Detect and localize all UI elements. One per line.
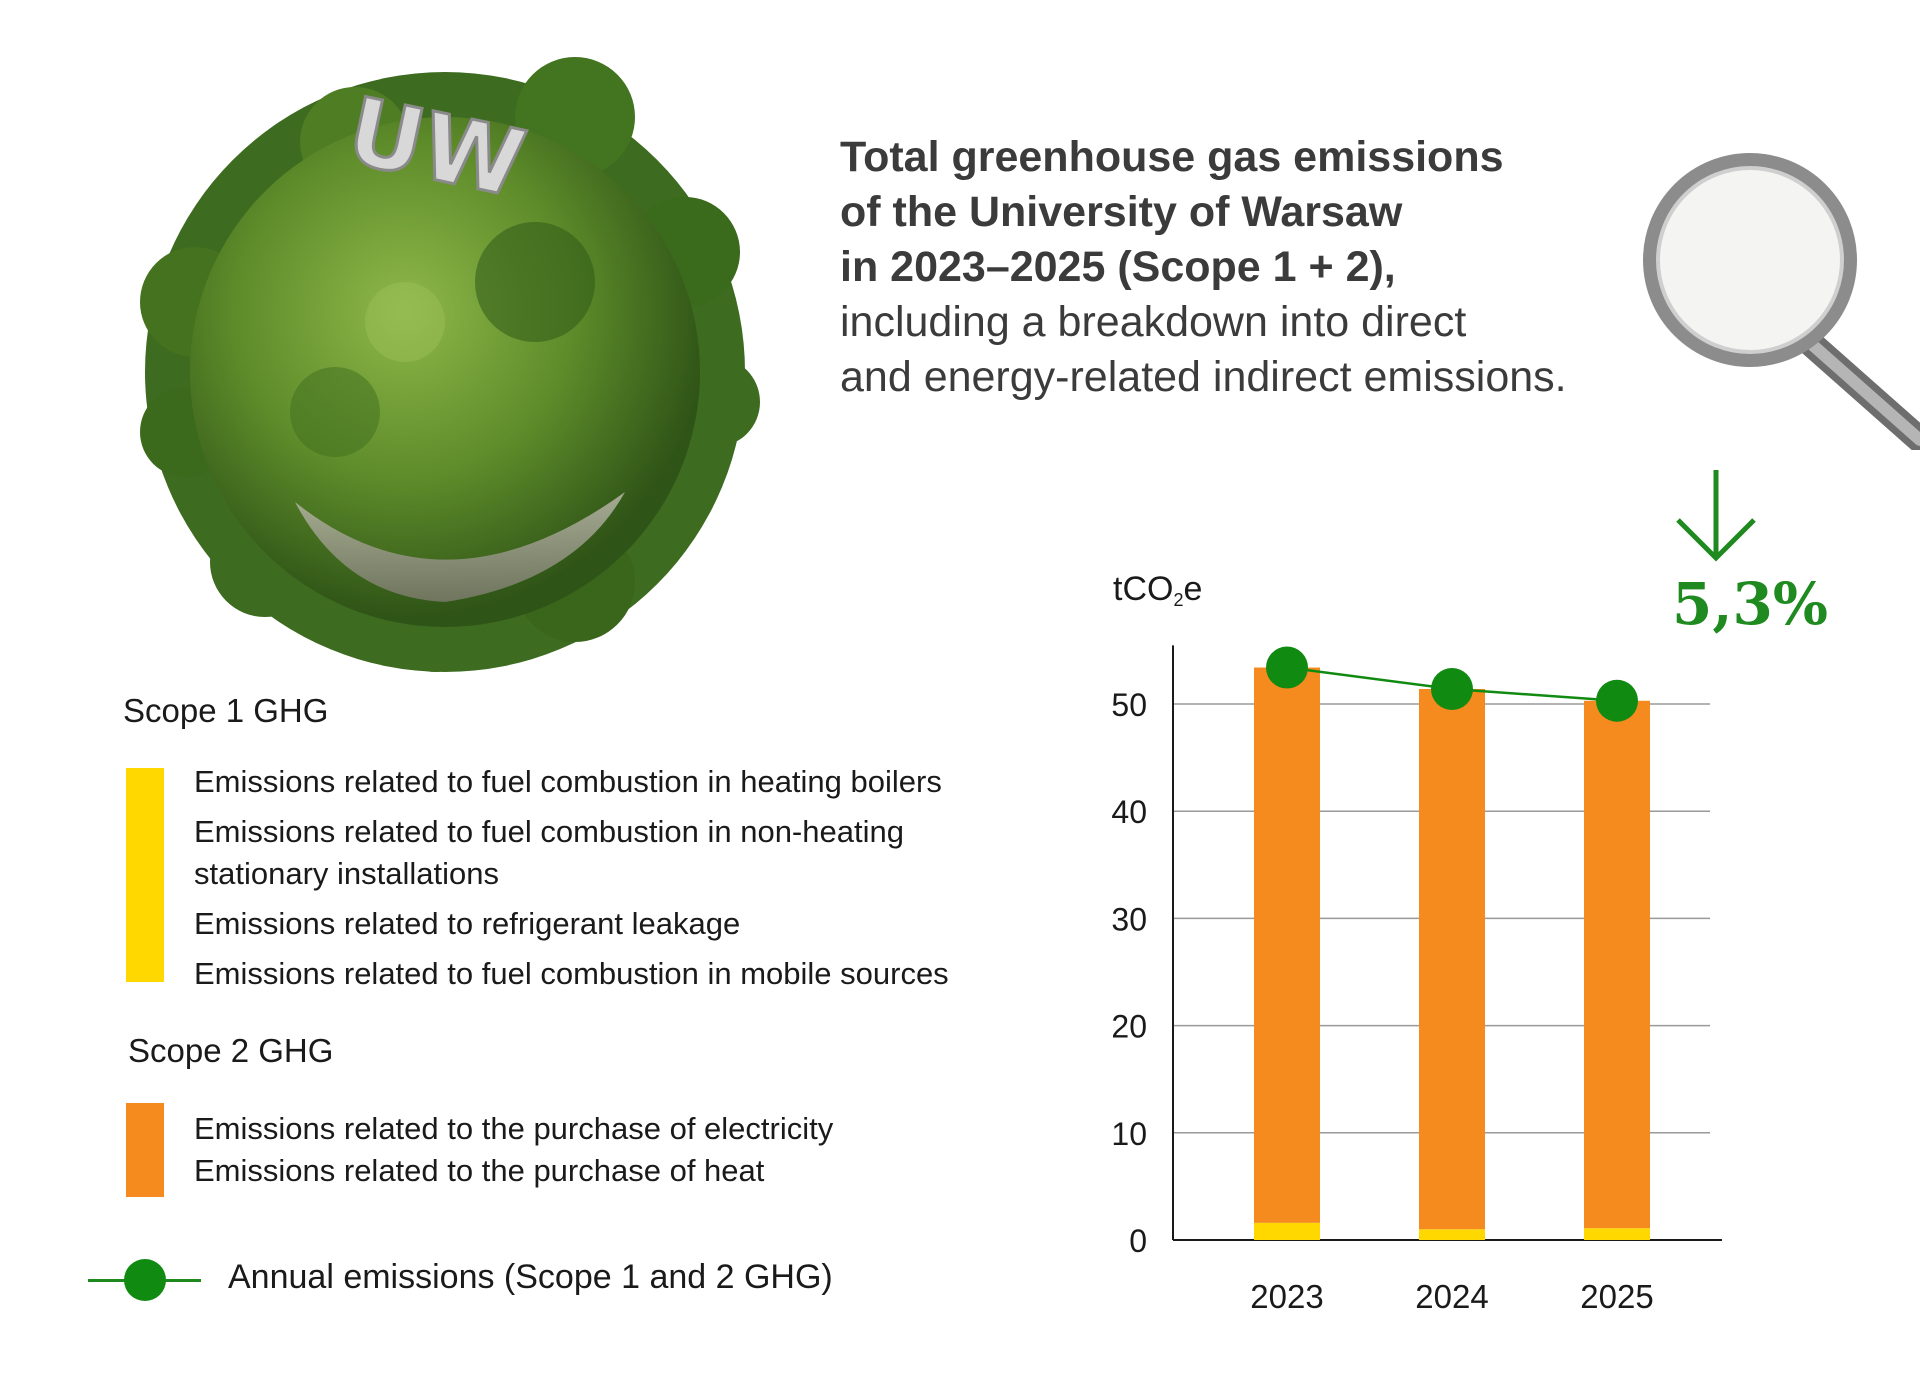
chart-title: Total greenhouse gas emissions of the Un… <box>840 130 1640 405</box>
y-tick-label: 0 <box>1129 1223 1147 1259</box>
scope2-item: Emissions related to the purchase of ele… <box>194 1111 834 1146</box>
decline-percentage: 5,3% <box>1672 570 1829 638</box>
y-tick-label: 40 <box>1111 794 1147 830</box>
scope2-items: Emissions related to the purchase of ele… <box>194 1108 833 1200</box>
scope1-item: Emissions related to fuel combustion in … <box>194 956 949 991</box>
title-line-3: in 2023–2025 (Scope 1 + 2), <box>840 243 1396 291</box>
scope2-heading: Scope 2 GHG <box>128 1032 334 1069</box>
decline-indicator: 5,3% <box>1660 470 1828 640</box>
scope1-item: Emissions related to fuel combustion in … <box>194 814 904 891</box>
down-arrow-icon <box>1676 470 1756 562</box>
rock-base <box>295 492 625 602</box>
scope2-swatch <box>126 1103 164 1197</box>
y-axis-unit: tCO2e <box>1113 570 1202 611</box>
unit-suffix: e <box>1183 570 1203 608</box>
y-tick-label: 20 <box>1111 1009 1147 1045</box>
x-tick-label: 2025 <box>1580 1278 1653 1315</box>
subtitle-line-1: including a breakdown into direct <box>840 298 1467 346</box>
unit-subscript: 2 <box>1173 590 1184 610</box>
annual-emissions-point <box>1266 646 1308 689</box>
bar-scope-2-ghg <box>1419 688 1485 1230</box>
scope2-item: Emissions related to the purchase of hea… <box>194 1153 765 1188</box>
y-tick-label: 30 <box>1111 901 1147 937</box>
scope1-swatch <box>126 768 164 982</box>
bar-scope-1-ghg <box>1584 1228 1650 1240</box>
x-tick-label: 2024 <box>1415 1278 1488 1315</box>
magnifier-icon <box>1643 153 1920 450</box>
uw-logo: UW <box>337 76 535 220</box>
bar-scope-2-ghg <box>1254 667 1320 1223</box>
bar-scope-1-ghg <box>1419 1229 1485 1240</box>
scope1-items: Emissions related to fuel combustion in … <box>194 761 994 1003</box>
y-tick-label: 50 <box>1111 687 1147 723</box>
annual-emissions-point <box>1431 667 1473 710</box>
annual-legend-dot <box>124 1259 166 1301</box>
annual-legend-label: Annual emissions (Scope 1 and 2 GHG) <box>228 1258 833 1296</box>
y-tick-label: 10 <box>1111 1116 1147 1152</box>
x-tick-label: 2023 <box>1250 1278 1323 1315</box>
annual-emissions-legend: Annual emissions (Scope 1 and 2 GHG) <box>88 1250 888 1310</box>
title-line-2: of the University of Warsaw <box>840 188 1403 236</box>
scope1-item: Emissions related to refrigerant leakage <box>194 906 741 941</box>
scope1-item: Emissions related to fuel combustion in … <box>194 764 942 799</box>
bar-scope-2-ghg <box>1584 700 1650 1229</box>
bar-scope-1-ghg <box>1254 1222 1320 1240</box>
unit-prefix: tCO <box>1113 570 1174 608</box>
uw-logo-text: UW <box>339 77 534 218</box>
annual-emissions-point <box>1596 679 1638 722</box>
subtitle-line-2: and energy-related indirect emissions. <box>840 353 1567 401</box>
uw-globe-illustration: UW <box>140 57 760 672</box>
title-line-1: Total greenhouse gas emissions <box>840 133 1504 181</box>
scope1-heading: Scope 1 GHG <box>123 692 329 729</box>
